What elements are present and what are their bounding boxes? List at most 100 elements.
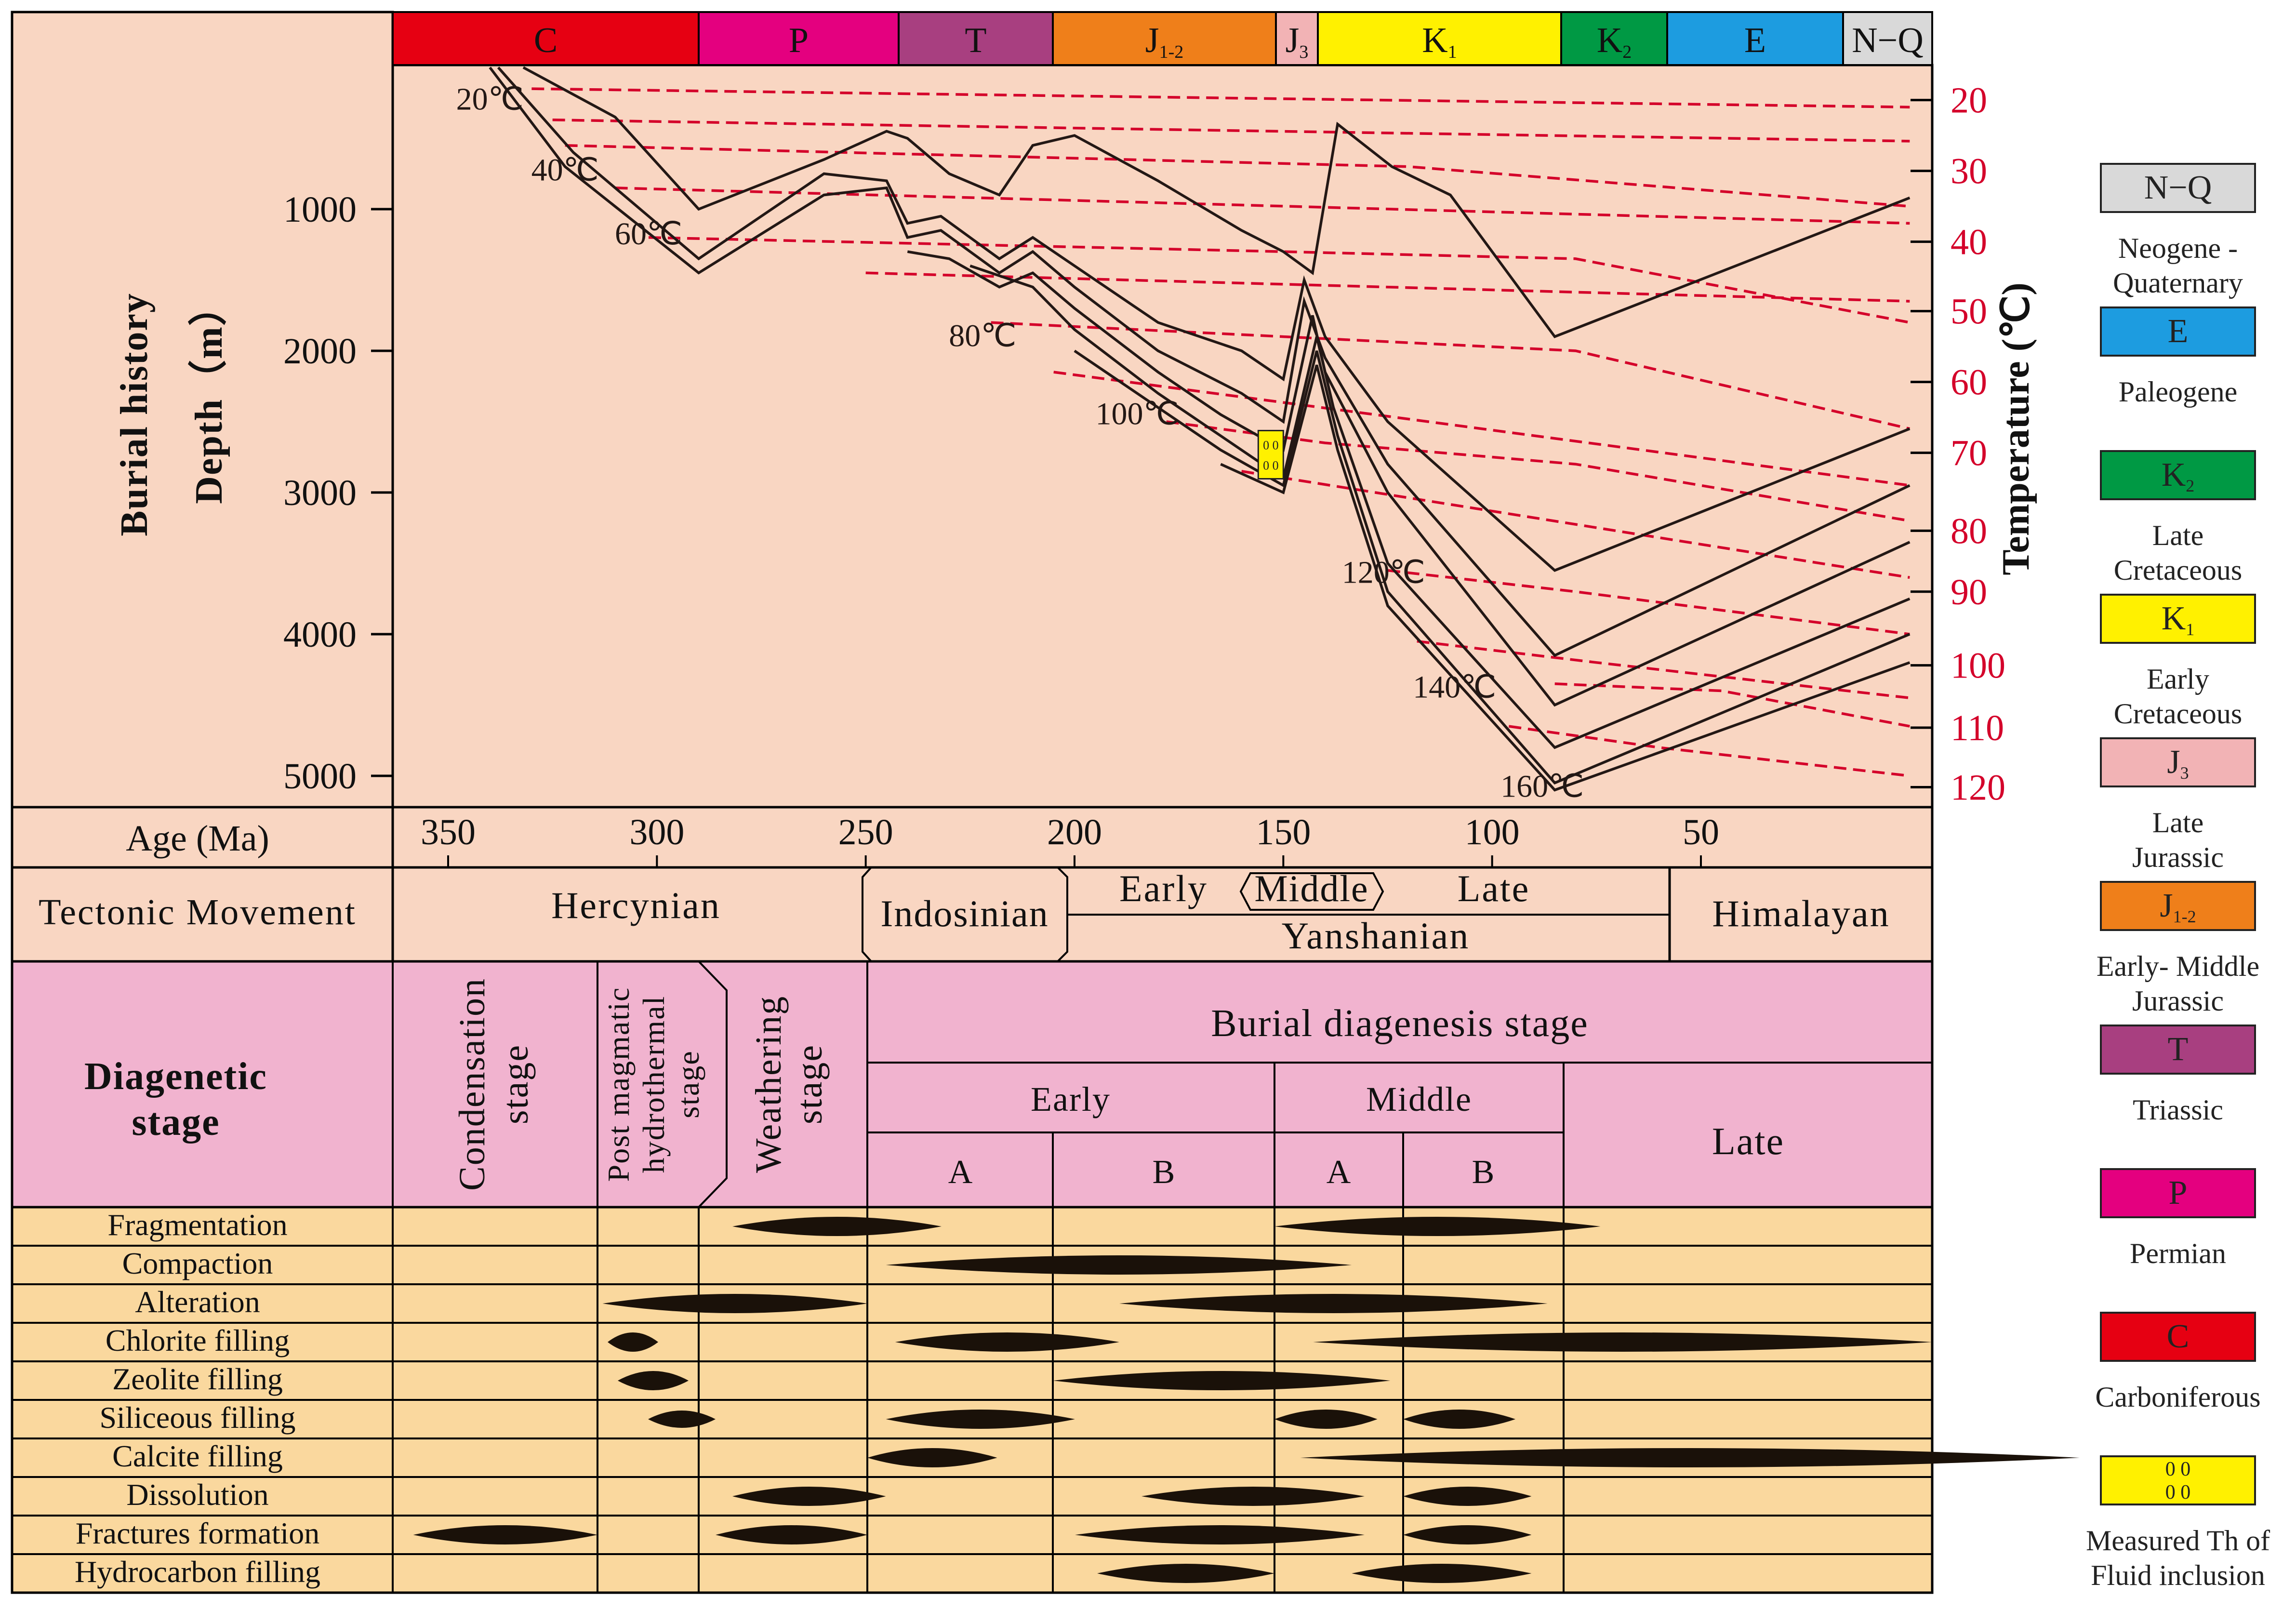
middle-b-label: B (1472, 1154, 1495, 1191)
period-nq: N−Q (1842, 11, 1933, 66)
isotherm-line (1417, 639, 1910, 700)
legend-caption: Measured Th of (2086, 1525, 2270, 1557)
depth-tick-label: 2000 (283, 331, 357, 372)
temperature-tick-label: 30 (1951, 151, 1987, 192)
process-lens (1141, 1487, 1365, 1506)
legend-swatch (2100, 450, 2256, 500)
weathering-label-1: Weathering (748, 996, 789, 1173)
process-lens (732, 1217, 942, 1236)
process-lens (1075, 1525, 1365, 1544)
period-swatch (1317, 11, 1562, 66)
isotherm-label: 60℃ (615, 216, 682, 252)
burial-1-curve (522, 66, 1911, 338)
temperature-tick-label: 120 (1951, 768, 2005, 808)
hercynian-label: Hercynian (551, 884, 721, 926)
temperature-axis: 20 30 40 50 60 70 80 90 100 110 120 (1911, 80, 2005, 808)
isotherm-label: 120℃ (1342, 555, 1425, 590)
process-row-zeolite-filling: Zeolite filling (12, 1360, 1932, 1396)
period-e: E (1666, 11, 1844, 66)
process-name: Alteration (135, 1285, 260, 1319)
period-swatch (1842, 11, 1933, 66)
age-tick-label: 200 (1047, 812, 1102, 852)
fluid-inclusion-box (1257, 430, 1284, 479)
age-tick-label: 300 (629, 812, 684, 852)
early-a-label: A (948, 1154, 973, 1191)
burial-2-curve (497, 67, 1911, 572)
isotherm-label: 40℃ (531, 153, 599, 188)
condensation-label-1: Condensation (452, 978, 492, 1191)
legend-item: P Permian (2100, 1168, 2256, 1269)
period-label: C (534, 21, 557, 60)
burial-curves (489, 66, 1911, 792)
legend-caption: Fluid inclusion (2091, 1559, 2265, 1591)
process-row-siliceous-filling: Siliceous filling (12, 1399, 1932, 1435)
process-lens (413, 1525, 597, 1544)
legend-swatch (2100, 594, 2256, 644)
period-bar: C P T J1-2 J3 K1 K2 E N−Q (392, 11, 1933, 66)
legend-swatch (2100, 163, 2256, 213)
burial-stage-label: Burial diagenesis stage (1211, 1002, 1589, 1045)
isotherm-line (1554, 682, 1910, 728)
himalayan-label: Himalayan (1712, 892, 1890, 934)
process-lens (1300, 1448, 2080, 1467)
process-row-alteration: Alteration (12, 1283, 1932, 1319)
y-axis-label-2: Depth（m） (188, 286, 230, 504)
process-lens (886, 1410, 1075, 1429)
burial-plot: 20℃ 40℃ 60℃ 80℃ 100℃ 120℃ 140℃ 160℃ 0 0 0 0 1000 20… (283, 66, 2005, 808)
y2-axis-label: Temperature (℃) (1995, 282, 2037, 575)
legend-caption: Quaternary (2113, 267, 2243, 299)
period-j12: J1-2 (1052, 11, 1277, 66)
legend-caption: Permian (2130, 1238, 2226, 1269)
process-row-calcite-filling: Calcite filling (12, 1437, 2080, 1473)
process-lens (1097, 1564, 1274, 1583)
process-lens (1274, 1410, 1378, 1429)
period-k2: K2 (1560, 11, 1668, 66)
isotherm-label: 160℃ (1500, 769, 1584, 804)
temperature-tick-label: 70 (1951, 433, 1987, 474)
isotherm-label: 100℃ (1095, 396, 1179, 431)
process-lens (1403, 1487, 1532, 1506)
legend-code: P (2169, 1174, 2188, 1211)
yanshanian-early-label: Early (1119, 867, 1208, 909)
process-lens (602, 1294, 867, 1313)
legend-caption: Jurassic (2132, 985, 2224, 1017)
period-k1: K1 (1317, 11, 1562, 66)
age-tick-label: 50 (1683, 812, 1719, 852)
depth-axis: 1000 2000 3000 4000 5000 (283, 189, 393, 797)
process-name: Calcite filling (112, 1439, 283, 1473)
process-row-chlorite-filling: Chlorite filling (12, 1322, 1932, 1357)
legend-caption: Cretaceous (2114, 554, 2243, 586)
isotherm-line (531, 87, 1910, 109)
temperature-tick-label: 90 (1951, 572, 1987, 612)
process-lens (1313, 1332, 1932, 1352)
temperature-tick-label: 60 (1951, 362, 1987, 403)
process-lens (867, 1448, 997, 1467)
process-row-dissolution: Dissolution (12, 1476, 1932, 1512)
period-label: E (1744, 21, 1766, 60)
process-name: Compaction (122, 1246, 273, 1280)
process-name: Chlorite filling (106, 1323, 290, 1357)
diagenetic-heading-2: stage (132, 1101, 220, 1144)
legend-caption: Early- Middle (2097, 950, 2259, 982)
burial-6-curve (1074, 349, 1911, 785)
period-swatch (1275, 11, 1319, 66)
process-lens (1352, 1564, 1532, 1583)
period-t: T (898, 11, 1054, 66)
legend-code: T (2168, 1031, 2189, 1068)
period-legend: N−Q Neogene -Quaternary E Paleogene K2LateCr… (2086, 163, 2270, 1591)
depth-tick-label: 4000 (283, 614, 357, 655)
period-c: C (392, 11, 700, 66)
legend-item: C Carboniferous (2095, 1312, 2261, 1413)
diagenetic-header-lines (392, 960, 1932, 1208)
age-tick-label: 350 (421, 812, 476, 852)
process-lens (618, 1371, 689, 1390)
process-lens (716, 1525, 867, 1544)
fluid-inclusion-glyph: 0 0 (1263, 439, 1279, 452)
process-name: Fragmentation (107, 1208, 287, 1242)
yanshanian-label: Yanshanian (1282, 915, 1470, 957)
left-panel-bg (11, 11, 394, 809)
legend-caption: Triassic (2133, 1094, 2223, 1126)
